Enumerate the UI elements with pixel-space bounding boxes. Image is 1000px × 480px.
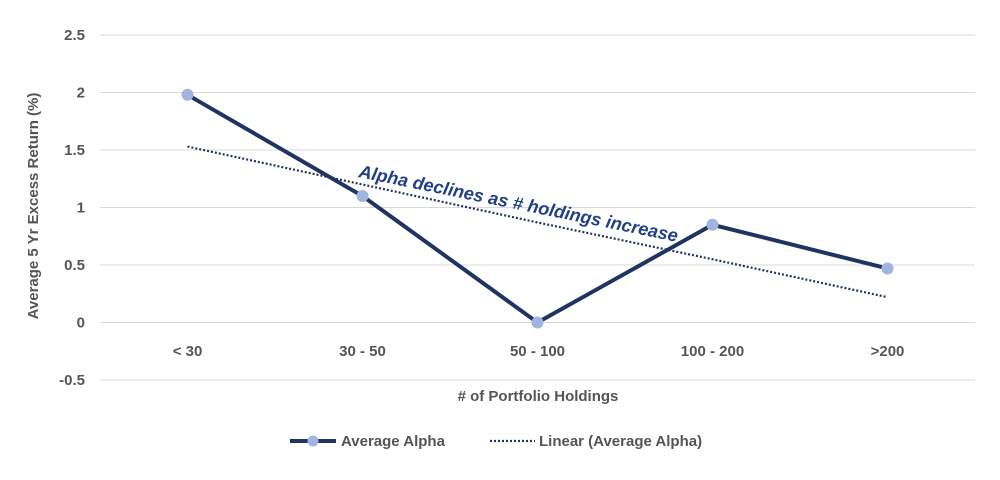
y-tick-label: 2 bbox=[77, 85, 85, 102]
series-layer bbox=[181, 88, 894, 329]
x-tick-label: 30 - 50 bbox=[339, 343, 386, 360]
legend: Average Alpha Linear (Average Alpha) bbox=[290, 433, 702, 450]
y-tick-label: -0.5 bbox=[59, 372, 85, 389]
data-point-average-alpha bbox=[531, 316, 544, 329]
legend-label-linear-trend: Linear (Average Alpha) bbox=[539, 433, 702, 450]
y-tick-label: 2.5 bbox=[64, 27, 85, 44]
x-axis-title: # of Portfolio Holdings bbox=[458, 388, 619, 405]
y-tick-label: 1.5 bbox=[64, 142, 85, 159]
x-tick-label: 50 - 100 bbox=[510, 343, 565, 360]
series-line-linear-trend bbox=[187, 145, 888, 299]
x-axis-ticks: < 30 30 - 50 50 - 100 100 - 200 >200 bbox=[173, 343, 905, 360]
x-tick-label: 100 - 200 bbox=[681, 343, 744, 360]
data-point-average-alpha bbox=[356, 190, 369, 202]
y-tick-label: 1 bbox=[77, 200, 85, 217]
legend-label-average-alpha: Average Alpha bbox=[341, 433, 446, 450]
x-tick-label: < 30 bbox=[173, 343, 203, 360]
y-axis-ticks: 2.5 2 1.5 1 0.5 0 -0.5 bbox=[59, 27, 85, 389]
data-point-average-alpha bbox=[181, 88, 194, 101]
legend-marker-average-alpha bbox=[307, 435, 319, 447]
y-tick-label: 0 bbox=[77, 315, 85, 332]
y-axis-title: Average 5 Yr Excess Return (%) bbox=[25, 93, 42, 320]
x-tick-label: >200 bbox=[871, 343, 905, 360]
data-point-average-alpha bbox=[881, 262, 894, 275]
y-tick-label: 0.5 bbox=[64, 257, 85, 274]
trend-annotation: Alpha declines as # holdings increase bbox=[356, 161, 680, 246]
data-point-average-alpha bbox=[706, 218, 719, 231]
